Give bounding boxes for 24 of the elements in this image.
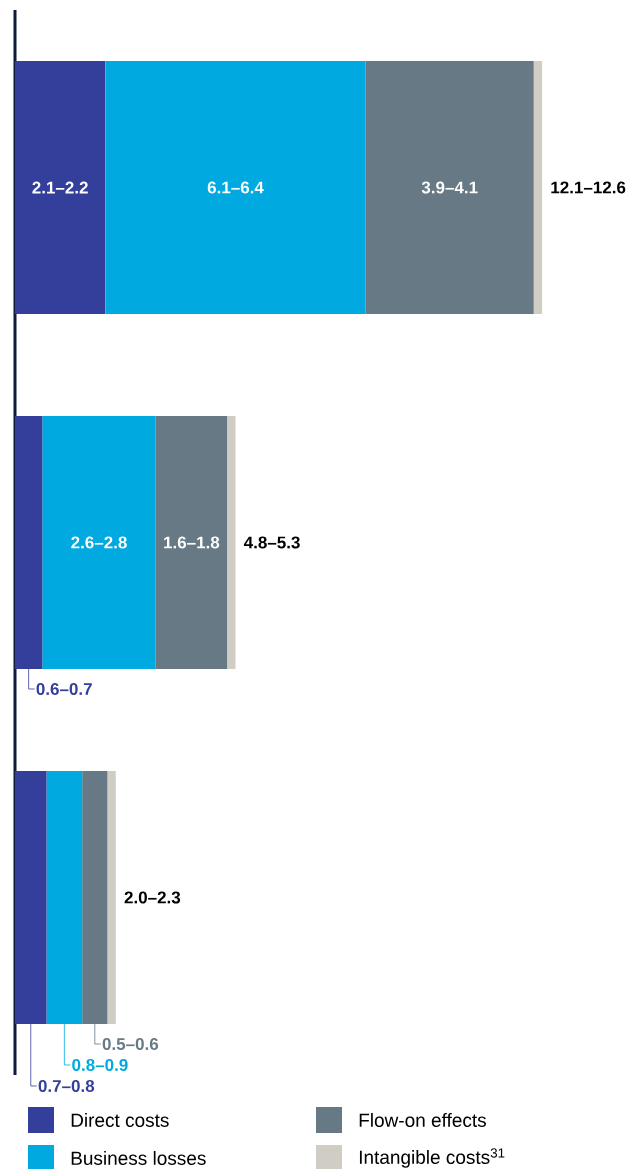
total-label: 4.8–5.3: [243, 536, 300, 549]
bar: [365, 61, 534, 315]
bar: [42, 416, 156, 670]
total-label: 2.0–2.3: [124, 891, 181, 904]
data-label: 3.9–4.1: [421, 181, 478, 194]
data-label: 0.5–0.6: [102, 1037, 159, 1051]
bar: [107, 771, 116, 1025]
legend-label: Business losses: [71, 1151, 206, 1165]
total-label: 12.1–12.6: [551, 181, 626, 194]
bar: [533, 61, 543, 315]
legend-label: Direct costs: [71, 1113, 169, 1127]
bar: [15, 61, 106, 315]
bar: [155, 416, 228, 670]
legend-label: Flow-on effects: [359, 1113, 486, 1127]
data-label: 0.8–0.9: [72, 1058, 128, 1072]
data-label: 1.6–1.8: [164, 536, 220, 549]
bar: [227, 416, 236, 670]
data-label: 0.7–0.8: [38, 1079, 95, 1093]
data-label: 2.1–2.2: [32, 181, 88, 194]
legend-label: Intangible costs$^{31}$: [359, 1148, 505, 1168]
data-label: 0.6–0.7: [36, 682, 92, 696]
data-label: 6.1–6.4: [207, 181, 264, 194]
bar: [105, 61, 366, 315]
data-label: 2.6–2.8: [71, 536, 127, 549]
